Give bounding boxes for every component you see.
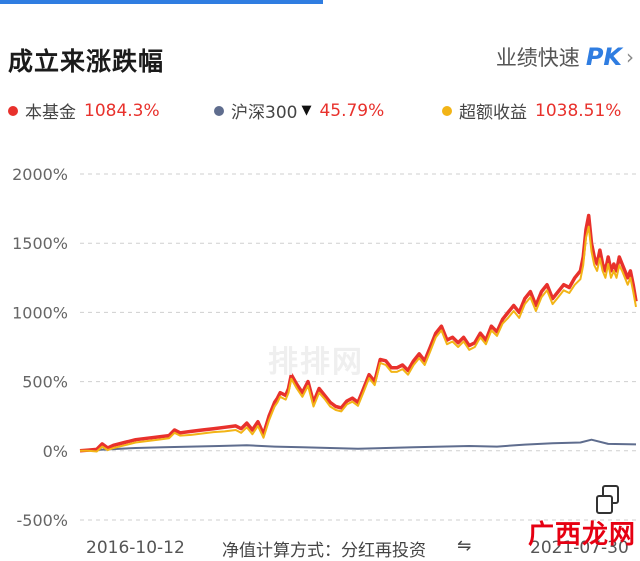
line-chart: 2000% 1500% 1000% 500% 0% -500% [12,165,638,530]
copy-icon[interactable] [594,484,624,518]
y-tick-label: 500% [22,373,68,392]
series-line-excess [80,225,637,453]
legend-value: 1038.51% [535,100,622,121]
logo-text: 广西龙网 [528,520,637,550]
x-axis-end-date: 2021-07-30 [530,538,629,558]
y-tick-label: 1500% [12,234,68,253]
swap-icon[interactable]: ⇋ [457,536,472,556]
site-logo: 广西龙网 [528,514,636,551]
chart-legend: 本基金 1084.3% 沪深300 ▼ 45.79% 超额收益 1038.51% [0,98,640,128]
nav-calculation-method: 净值计算方式：分红再投资 [222,541,426,561]
y-tick-label: 0% [43,442,68,461]
active-tab-indicator [0,0,323,4]
legend-label: 沪深300 [231,103,298,123]
legend-label: 本基金 [25,103,76,123]
pk-label: 业绩快速 [495,46,580,70]
y-tick-label: 1000% [12,303,68,322]
series-line-hs300 [79,438,637,452]
y-tick-label: -500% [16,511,68,530]
pk-badge: PK [585,43,622,71]
y-tick-label: 2000% [12,165,68,184]
legend-dot-fund [8,105,18,116]
legend-dot-excess [442,105,452,116]
performance-pk-link[interactable]: 业绩快速 PK › [496,42,634,72]
legend-dot-hs300 [214,105,224,116]
page-title: 成立来涨跌幅 [8,47,165,76]
chevron-right-icon: › [626,45,634,69]
x-axis-start-date: 2016-10-12 [86,538,185,558]
legend-item-excess[interactable]: 超额收益 1038.51% [442,98,621,123]
legend-label: 超额收益 [459,103,527,123]
legend-item-fund[interactable]: 本基金 1084.3% [8,98,160,123]
legend-item-hs300[interactable]: 沪深300 ▼ 45.79% [214,98,384,123]
dropdown-triangle-icon[interactable]: ▼ [301,103,312,118]
watermark: 排排网 [268,345,364,380]
series-line-fund [79,213,638,453]
legend-value: 1084.3% [84,100,160,121]
legend-value: 45.79% [319,100,385,121]
